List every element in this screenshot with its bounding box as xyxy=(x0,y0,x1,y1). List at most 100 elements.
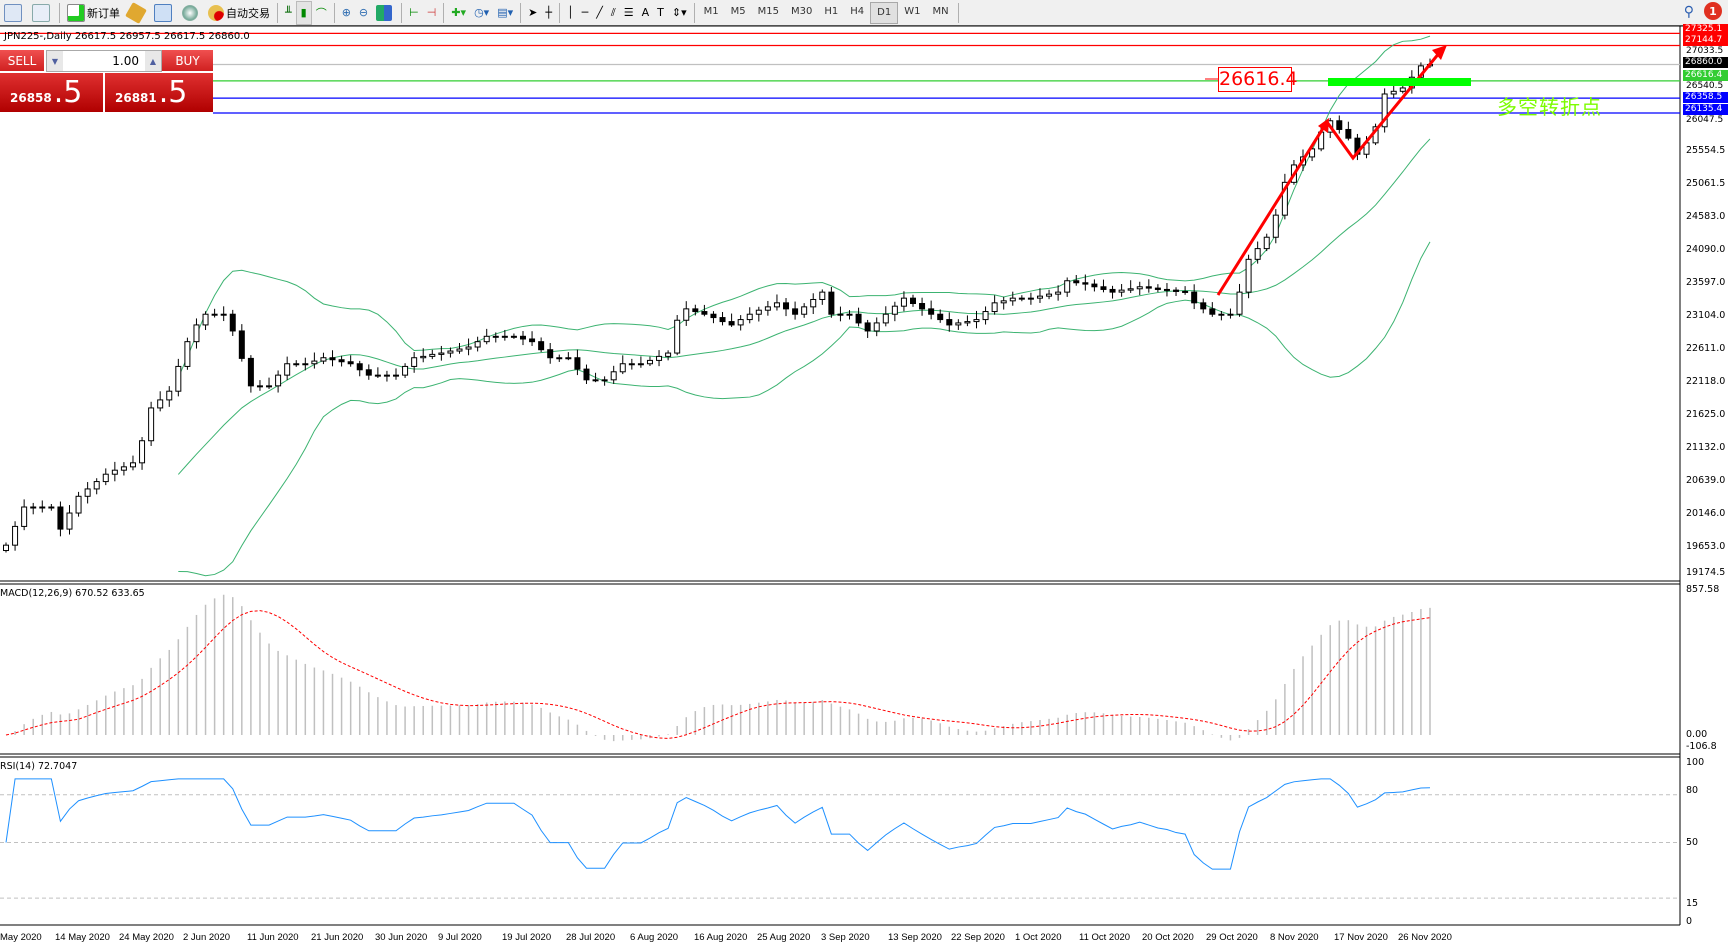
date-axis-label: 22 Sep 2020 xyxy=(951,932,1005,943)
candle-bull xyxy=(256,385,263,388)
candle-bear xyxy=(338,359,345,363)
timeframe-w1[interactable]: W1 xyxy=(904,6,921,17)
auto-trading-button[interactable]: 自动交易 xyxy=(204,2,274,24)
auto-scroll-button[interactable]: ⊣ xyxy=(423,2,441,24)
lot-increase-icon[interactable]: ▲ xyxy=(145,51,161,71)
periods-button[interactable]: ◷▾ xyxy=(470,2,493,24)
lot-decrease-icon[interactable]: ▼ xyxy=(47,51,63,71)
candle-bear xyxy=(574,357,581,370)
sell-price[interactable]: 26858.5 xyxy=(0,73,103,112)
timeframe-d1[interactable]: D1 xyxy=(870,1,899,24)
candle-bull xyxy=(202,313,209,326)
equidistant-channel-button[interactable]: ⫽ xyxy=(607,2,620,24)
vertical-line-button[interactable]: │ xyxy=(563,2,578,24)
candle-bear xyxy=(1145,286,1152,289)
timeframe-m5[interactable]: M5 xyxy=(730,6,746,17)
candle-bull xyxy=(674,319,681,354)
channel-icon: ⫽ xyxy=(610,5,616,19)
candle-bear xyxy=(229,313,236,332)
level-annotation[interactable]: 26616.4 xyxy=(1218,67,1298,92)
lot-size-field[interactable]: ▼ 1.00 ▲ xyxy=(46,50,162,72)
candle-bull xyxy=(93,481,100,490)
candle-bull xyxy=(837,313,844,316)
candle-bull xyxy=(21,506,28,527)
zoom-in-button[interactable]: ⊕ xyxy=(338,2,355,24)
sell-price-main: 26858 xyxy=(10,91,52,105)
fibonacci-button[interactable]: ☰ xyxy=(620,2,638,24)
templates-button[interactable]: ▤▾ xyxy=(493,2,517,24)
candle-bull xyxy=(139,440,146,464)
candle-bull xyxy=(991,302,998,313)
candle-bear xyxy=(855,313,862,324)
tile-windows-button[interactable] xyxy=(372,2,398,24)
price-axis-label: 20639.0 xyxy=(1686,475,1726,486)
price-axis-label: 22611.0 xyxy=(1686,343,1726,354)
pivot-level-bar xyxy=(1328,78,1471,86)
line-chart-button[interactable]: ⌒ xyxy=(312,2,331,24)
profiles-button[interactable] xyxy=(28,2,56,24)
candle-bear xyxy=(547,349,554,359)
candle-bull xyxy=(102,473,109,483)
candle-bull xyxy=(565,357,572,360)
candle-bull xyxy=(1009,297,1016,302)
rsi-axis-label: 0 xyxy=(1686,916,1693,927)
candle-bear xyxy=(583,368,590,381)
bar-chart-button[interactable]: ╨ xyxy=(281,2,296,24)
candle-bull xyxy=(1309,148,1316,158)
toolbar: 新订单 自动交易 ╨ ▮ ⌒ ⊕ ⊖ ⊢ ⊣ ✚▾ ◷▾ ▤▾ ➤ ┼ │ ─ … xyxy=(0,0,1728,26)
timeframe-m30[interactable]: M30 xyxy=(790,6,813,17)
timeframe-bar: M1 M5 M15 M30 H1 H4 D1 W1 MN xyxy=(698,1,955,24)
chart-shift-button[interactable]: ⊢ xyxy=(405,2,423,24)
search-icon[interactable]: ⚲ xyxy=(1683,4,1694,20)
separator xyxy=(401,2,403,23)
horizontal-line-button[interactable]: ─ xyxy=(578,2,593,24)
data-window-button[interactable] xyxy=(150,2,178,24)
new-order-button[interactable]: 新订单 xyxy=(63,2,124,24)
text-icon: A xyxy=(641,6,650,19)
signals-button[interactable] xyxy=(178,2,204,24)
pivot-note-text[interactable]: 多空转折点 xyxy=(1497,95,1602,119)
candle-bear xyxy=(1209,308,1216,315)
arrows-button[interactable]: ⇕▾ xyxy=(668,2,691,24)
indicators-button[interactable]: ✚▾ xyxy=(447,2,470,24)
trendline-button[interactable]: ╱ xyxy=(592,2,607,24)
arrow-head-icon xyxy=(1318,118,1329,133)
buy-button[interactable]: BUY xyxy=(162,50,213,71)
timeframe-m1[interactable]: M1 xyxy=(703,6,719,17)
candle-bear xyxy=(910,297,916,305)
candle-bull xyxy=(964,321,971,324)
rsi-axis-label: 15 xyxy=(1686,898,1699,909)
new-chart-button[interactable] xyxy=(0,2,28,24)
price-axis-label: 24583.0 xyxy=(1686,211,1726,222)
zoom-out-button[interactable]: ⊖ xyxy=(355,2,372,24)
candlestick-button[interactable]: ▮ xyxy=(295,0,312,25)
date-axis-label: 2 Jun 2020 xyxy=(183,932,231,943)
date-axis-label: 28 Jul 2020 xyxy=(566,932,616,943)
text-label-button[interactable]: T xyxy=(653,2,668,24)
date-axis-label: 29 Oct 2020 xyxy=(1206,932,1258,943)
candle-bull xyxy=(1227,313,1234,316)
candle-bull xyxy=(982,311,989,321)
candle-bull xyxy=(302,363,309,366)
candle-bear xyxy=(247,357,254,387)
price-axis-label: 19174.5 xyxy=(1686,567,1726,578)
timeframe-m15[interactable]: M15 xyxy=(757,6,779,17)
price-axis-label: 22118.0 xyxy=(1686,376,1726,387)
lot-size-value[interactable]: 1.00 xyxy=(112,54,139,68)
text-button[interactable]: A xyxy=(638,2,654,24)
candle-bull xyxy=(129,462,136,468)
timeframe-mn[interactable]: MN xyxy=(932,6,949,17)
crosshair-button[interactable]: ┼ xyxy=(541,2,556,24)
buy-price[interactable]: 26881.5 xyxy=(105,73,213,112)
cursor-button[interactable]: ➤ xyxy=(524,2,541,24)
timeframe-h1[interactable]: H1 xyxy=(824,6,839,17)
candle-bull xyxy=(973,319,980,323)
horizontal-line-icon: ─ xyxy=(581,6,589,19)
timeframe-h4[interactable]: H4 xyxy=(850,6,865,17)
notification-badge[interactable]: 1 xyxy=(1704,2,1722,20)
candle-bull xyxy=(157,399,164,409)
sell-button[interactable]: SELL xyxy=(0,50,44,71)
date-axis-label: 16 Aug 2020 xyxy=(694,932,748,943)
candle-bear xyxy=(1073,280,1080,284)
